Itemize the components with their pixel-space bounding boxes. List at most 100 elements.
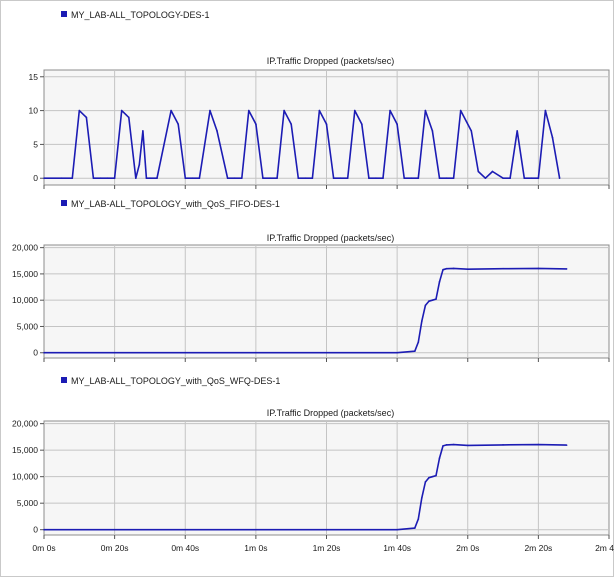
data-point	[431, 475, 434, 478]
data-point	[466, 268, 469, 270]
data-point	[421, 320, 423, 323]
x-tick-label: 2m 0s	[456, 543, 479, 553]
y-tick-label: 15,000	[12, 445, 38, 455]
x-tick-label: 2m 20s	[524, 543, 552, 553]
data-point	[438, 457, 441, 459]
y-tick-label: 0	[33, 173, 38, 183]
data-point	[452, 177, 455, 180]
data-point	[209, 109, 211, 112]
data-point	[138, 163, 141, 166]
data-point	[290, 123, 292, 125]
data-point	[170, 109, 172, 112]
data-point	[368, 177, 370, 180]
data-point	[442, 268, 444, 271]
data-point	[459, 109, 462, 112]
data-point	[435, 474, 437, 477]
data-point	[346, 177, 349, 180]
chart-title: IP.Traffic Dropped (packets/sec)	[267, 56, 394, 66]
data-point	[240, 177, 243, 180]
data-point	[269, 177, 271, 180]
data-point	[530, 177, 533, 180]
data-point	[43, 351, 45, 354]
data-point	[177, 123, 179, 125]
data-point	[156, 177, 158, 180]
legend-label: MY_LAB-ALL_TOPOLOGY_with_QoS_FIFO-DES-1	[71, 199, 280, 209]
data-point	[382, 177, 384, 180]
data-point	[558, 177, 561, 180]
legend-label: MY_LAB-ALL_TOPOLOGY_with_QoS_WFQ-DES-1	[71, 376, 280, 386]
data-point	[509, 177, 511, 180]
y-tick-label: 0	[33, 348, 38, 358]
data-point	[491, 170, 494, 173]
data-point	[127, 116, 130, 119]
data-point	[551, 136, 554, 139]
data-point	[466, 444, 469, 447]
y-tick-label: 15	[29, 72, 39, 82]
data-point	[537, 267, 540, 270]
y-tick-label: 5	[33, 139, 38, 149]
data-point	[255, 123, 257, 125]
data-point	[120, 109, 123, 112]
x-tick-label: 0m 20s	[101, 543, 129, 553]
data-point	[502, 267, 504, 270]
x-tick-label: 0m 40s	[171, 543, 199, 553]
data-point	[544, 109, 547, 112]
data-point	[428, 300, 430, 303]
data-point	[276, 177, 278, 180]
data-point	[43, 528, 45, 531]
y-tick-label: 20,000	[12, 243, 38, 253]
data-point	[424, 109, 427, 112]
data-point	[484, 177, 487, 180]
data-point	[537, 177, 540, 180]
data-point	[502, 444, 504, 446]
data-point	[438, 177, 441, 180]
data-point	[413, 527, 416, 529]
data-point	[445, 444, 448, 446]
data-point	[442, 445, 444, 447]
data-point	[361, 123, 363, 125]
data-point	[565, 268, 568, 270]
y-tick-label: 15,000	[12, 269, 38, 279]
data-point	[149, 177, 151, 180]
data-point	[396, 123, 398, 125]
data-point	[135, 177, 137, 180]
data-point	[452, 267, 455, 270]
data-point	[424, 481, 427, 483]
data-point	[413, 350, 416, 352]
data-point	[375, 177, 377, 180]
data-point	[477, 170, 480, 173]
data-point	[431, 299, 434, 301]
data-point	[396, 528, 398, 531]
data-point	[71, 177, 74, 180]
data-point	[191, 177, 194, 180]
chart-panel-1: MY_LAB-ALL_TOPOLOGY-DES-1 IP.Traffic Drop…	[29, 10, 610, 189]
data-point	[428, 476, 430, 479]
data-point	[92, 177, 95, 180]
data-point	[318, 109, 321, 112]
chart-panel-2: MY_LAB-ALL_TOPOLOGY_with_QoS_FIFO-DES-1 I…	[12, 199, 610, 362]
data-point	[339, 177, 342, 180]
data-point	[283, 109, 285, 112]
y-tick-label: 0	[33, 525, 38, 535]
data-point	[537, 443, 540, 446]
data-point	[403, 177, 405, 180]
data-point	[417, 177, 420, 180]
data-point	[417, 341, 420, 344]
data-point	[431, 130, 434, 132]
data-point	[452, 443, 455, 446]
y-tick-label: 5,000	[17, 498, 39, 508]
data-point	[410, 177, 413, 180]
data-point	[142, 130, 144, 132]
data-point	[311, 177, 314, 180]
y-tick-label: 10	[29, 106, 39, 116]
legend-label: MY_LAB-ALL_TOPOLOGY-DES-1	[71, 10, 210, 20]
data-point	[226, 177, 229, 180]
data-point	[113, 177, 116, 180]
data-point	[325, 123, 328, 125]
data-point	[216, 130, 218, 132]
data-point	[145, 177, 148, 180]
data-point	[389, 109, 391, 112]
data-point	[421, 497, 423, 499]
